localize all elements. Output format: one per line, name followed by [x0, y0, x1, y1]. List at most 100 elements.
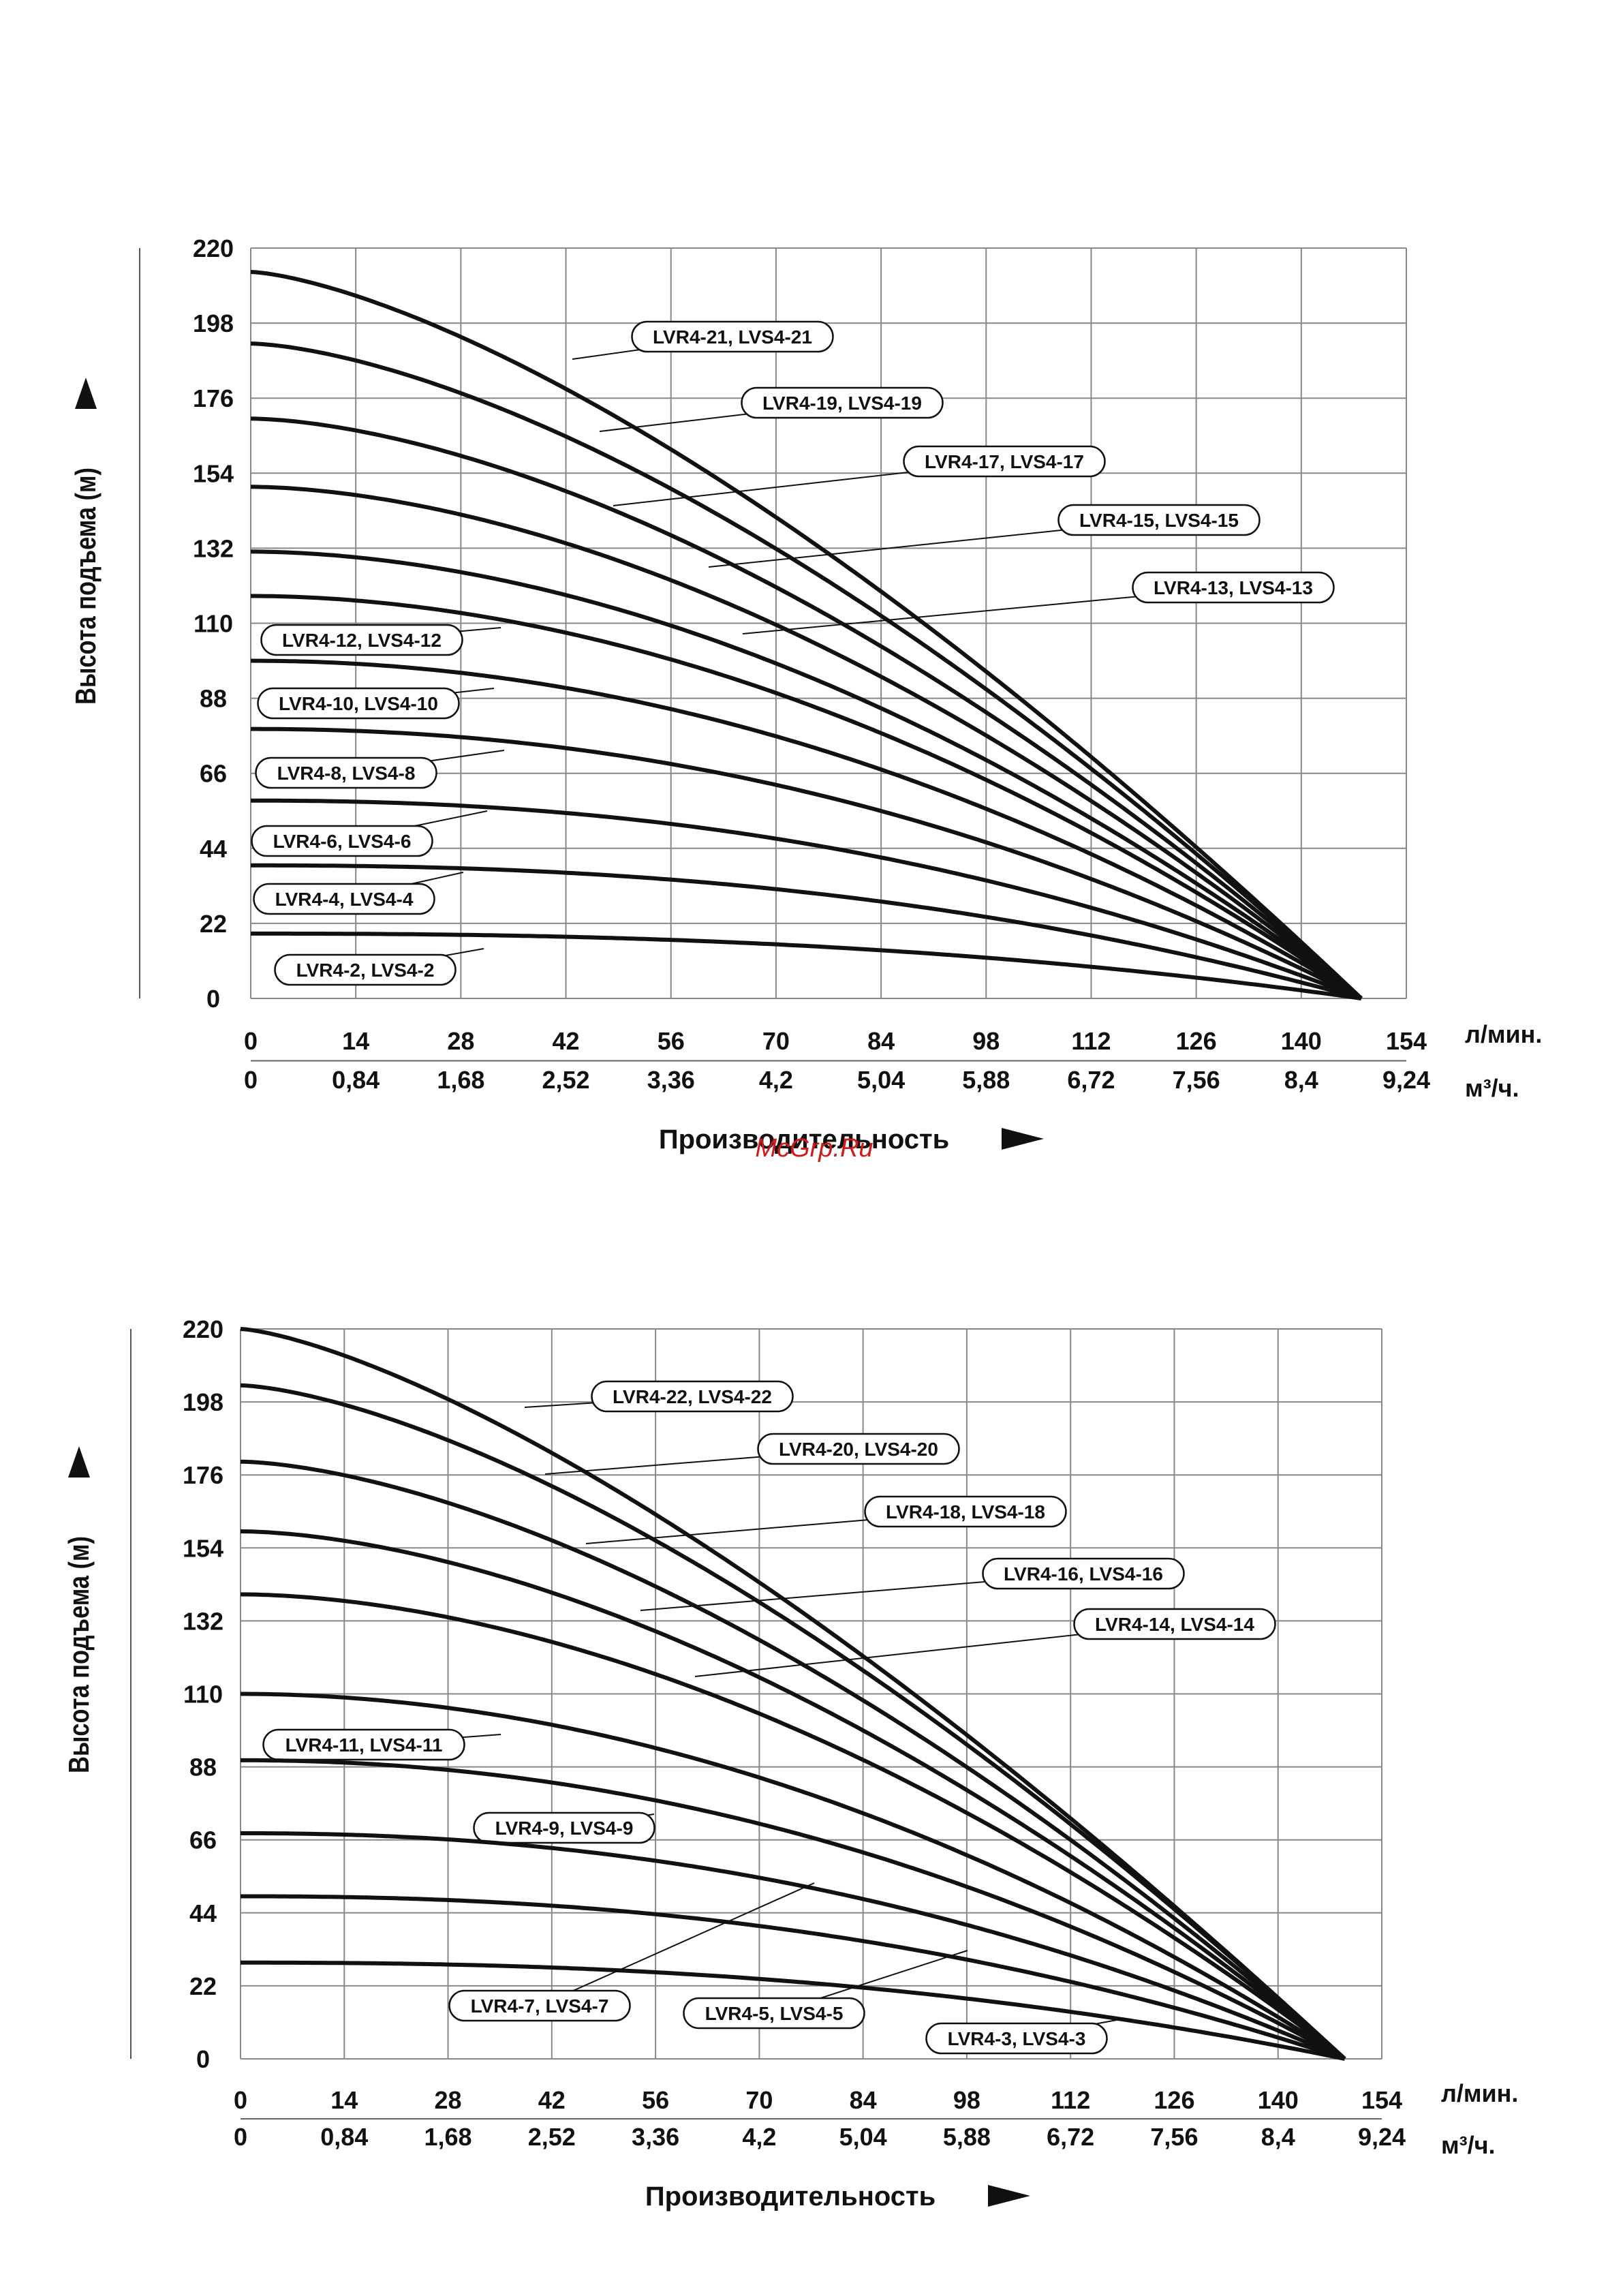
series-label-leader: [539, 1882, 815, 2006]
series-label-pill: [257, 687, 460, 720]
series-label: LVR4-22, LVS4-22: [613, 1386, 772, 1407]
series-curve: [241, 1894, 1346, 2061]
y-tick-label: 176: [183, 1461, 223, 1489]
x-tick-label-m3h: 4,2: [759, 1066, 793, 1094]
series-label: LVR4-15, LVS4-15: [1079, 510, 1239, 531]
series-curve: [250, 341, 1363, 1000]
y-tick-label: 132: [193, 534, 234, 562]
series-label: LVR4-2, LVS4-2: [296, 960, 435, 981]
series-label-pill: [1057, 504, 1261, 536]
x-tick-label-m3h: 0,84: [332, 1066, 380, 1094]
x-tick-label-lpm: 112: [1051, 2086, 1090, 2114]
x-tick-label-m3h: 3,36: [647, 1066, 695, 1094]
x-tick-label-m3h: 1,68: [437, 1066, 484, 1094]
series-label-pill: [1132, 571, 1335, 604]
series-label: LVR4-11, LVS4-11: [285, 1734, 443, 1756]
series-label: LVR4-5, LVS4-5: [705, 2003, 844, 2024]
x-tick-label-lpm: 84: [867, 1027, 895, 1055]
y-tick-label: 176: [193, 384, 234, 412]
x-tick-label-lpm: 28: [447, 1027, 474, 1055]
y-tick-label: 110: [194, 610, 233, 638]
series-label-pill: [741, 386, 944, 419]
series-label: LVR4-7, LVS4-7: [471, 1995, 609, 2017]
series-curve: [251, 726, 1363, 1000]
x-axis-arrow-icon: [988, 2185, 1030, 2207]
x-tick-label-lpm: 98: [953, 2086, 980, 2114]
series-curve: [251, 594, 1363, 1000]
x-tick-label-lpm: 140: [1281, 1027, 1322, 1055]
x-tick-label-lpm: 70: [762, 1027, 790, 1055]
series-curve: [240, 1459, 1346, 2061]
series-curve: [250, 270, 1363, 1000]
y-axis-title: Высота подъема (м): [70, 468, 102, 705]
series-label: LVR4-20, LVS4-20: [779, 1439, 938, 1460]
series-label: LVR4-14, LVS4-14: [1095, 1614, 1254, 1635]
x-tick-label-lpm: 140: [1258, 2086, 1299, 2114]
x-tick-label-lpm: 112: [1071, 1027, 1111, 1055]
series-curve: [240, 1529, 1346, 2061]
x-tick-label-m3h: 5,88: [962, 1066, 1010, 1094]
x-tick-label-m3h: 0: [234, 2123, 247, 2151]
series-label-pill: [757, 1433, 960, 1465]
series-curve: [250, 658, 1363, 1000]
series-label-pill: [251, 825, 433, 857]
y-tick-label: 132: [183, 1607, 223, 1635]
series-curve: [251, 931, 1362, 1000]
series-label: LVR4-17, LVS4-17: [925, 451, 1084, 472]
x-tick-label-m3h: 2,52: [528, 2123, 576, 2151]
series-label-pill: [255, 756, 437, 789]
series-curve: [251, 549, 1363, 1000]
x-unit-primary: л/мин.: [1465, 1020, 1542, 1048]
series-curve: [240, 1327, 1346, 2061]
series-curve: [241, 1960, 1346, 2061]
series-label-pill: [253, 883, 435, 915]
y-tick-label: 154: [193, 459, 234, 487]
series-label: LVR4-16, LVS4-16: [1004, 1563, 1163, 1585]
series-curve: [250, 485, 1363, 1000]
series-label-pill: [274, 953, 457, 986]
x-tick-label-lpm: 154: [1361, 2086, 1402, 2114]
y-tick-label: 0: [206, 985, 220, 1013]
x-tick-label-m3h: 8,4: [1261, 2123, 1295, 2151]
series-label-pill: [1073, 1608, 1276, 1640]
x-tick-label-m3h: 2,52: [542, 1066, 590, 1094]
series-curve: [251, 863, 1362, 1000]
series-curve: [251, 798, 1363, 1000]
series-label-pill: [982, 1557, 1185, 1590]
y-tick-label: 44: [189, 1899, 217, 1927]
x-tick-label-lpm: 14: [330, 2086, 358, 2114]
y-tick-label: 154: [183, 1534, 223, 1562]
x-tick-label-lpm: 42: [538, 2086, 566, 2114]
x-axis-title: Производительность: [645, 2182, 936, 2211]
series-curve: [241, 1831, 1346, 2061]
series-label: LVR4-3, LVS4-3: [948, 2028, 1086, 2049]
series-label: LVR4-13, LVS4-13: [1154, 577, 1313, 598]
x-tick-label-lpm: 56: [658, 1027, 685, 1055]
series-label-pill: [591, 1380, 794, 1413]
x-tick-label-m3h: 1,68: [424, 2123, 472, 2151]
series-label-pill: [448, 1989, 631, 2022]
x-tick-label-lpm: 14: [342, 1027, 369, 1055]
x-axis-arrow-icon: [1002, 1128, 1044, 1150]
x-tick-label-m3h: 7,56: [1173, 1066, 1220, 1094]
series-label: LVR4-9, LVS4-9: [495, 1818, 634, 1839]
x-tick-label-lpm: 126: [1154, 2086, 1194, 2114]
x-tick-label-m3h: 8,4: [1284, 1066, 1318, 1094]
x-axis-title: Производительность: [659, 1124, 949, 1154]
series-label: LVR4-10, LVS4-10: [279, 693, 438, 714]
pump-curve-chart-bottom: 0 22 44 66 88 110 132 154 176 198 220 0 14 28 42 56 70 84…: [63, 1315, 1519, 2211]
y-tick-label: 0: [196, 2045, 210, 2073]
series-label-pill: [262, 1728, 465, 1761]
y-tick-label: 22: [189, 1972, 217, 2000]
x-tick-label-m3h: 7,56: [1150, 2123, 1198, 2151]
x-tick-label-lpm: 126: [1176, 1027, 1217, 1055]
x-tick-label-lpm: 28: [435, 2086, 462, 2114]
series-label: LVR4-18, LVS4-18: [886, 1501, 1045, 1522]
series-label-pill: [631, 320, 834, 353]
x-tick-label-lpm: 42: [553, 1027, 580, 1055]
x-tick-label-lpm: 0: [234, 2086, 247, 2114]
x-tick-label-lpm: 98: [972, 1027, 1000, 1055]
y-tick-label: 88: [189, 1754, 217, 1781]
series-label: LVR4-4, LVS4-4: [275, 889, 414, 910]
x-tick-label-lpm: 56: [642, 2086, 669, 2114]
